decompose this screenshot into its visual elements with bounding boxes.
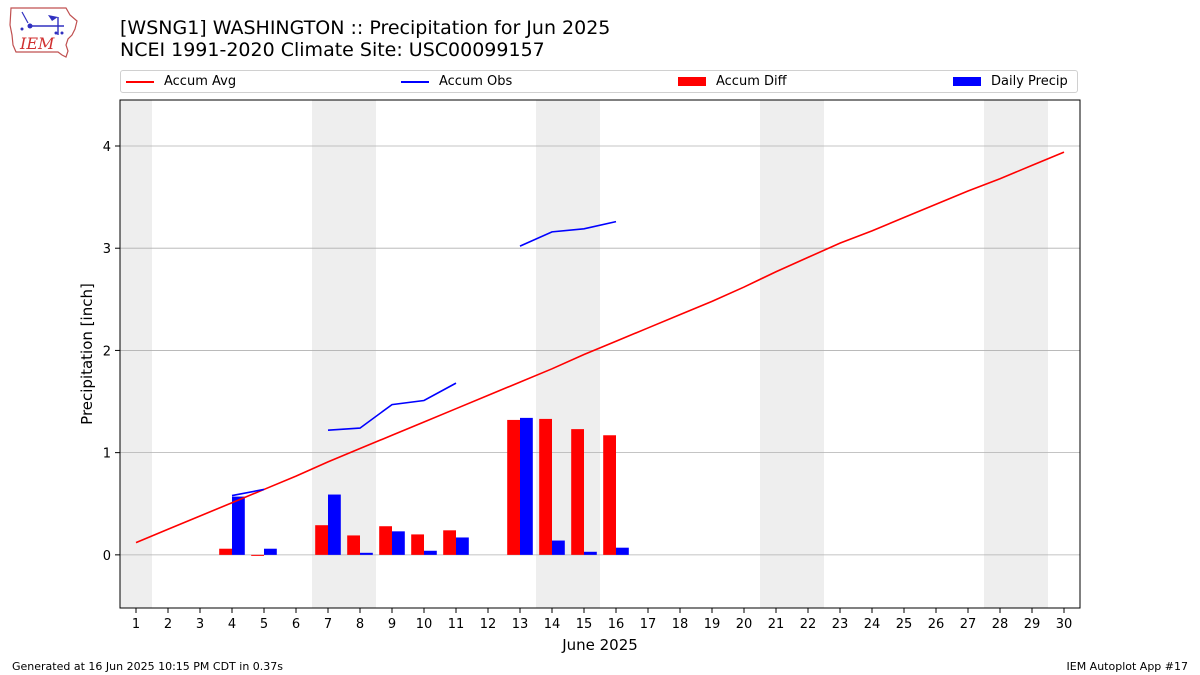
x-tick-label: 14	[544, 617, 561, 632]
chart-subtitle: NCEI 1991-2020 Climate Site: USC00099157	[120, 39, 545, 61]
daily-precip-bar	[520, 417, 533, 555]
daily-precip-bar	[552, 540, 565, 555]
weekend-band	[312, 100, 376, 608]
x-tick-label: 5	[260, 617, 268, 632]
y-axis-label: Precipitation [inch]	[78, 283, 96, 425]
x-tick-label: 7	[324, 617, 332, 632]
generated-timestamp: Generated at 16 Jun 2025 10:15 PM CDT in…	[12, 660, 284, 673]
daily-precip-bar	[616, 547, 629, 555]
y-tick-label: 4	[103, 140, 111, 155]
y-tick-label: 0	[103, 549, 111, 564]
x-tick-label: 12	[480, 617, 497, 632]
accum-diff-bar	[411, 534, 424, 555]
legend-swatch-accum-diff	[678, 77, 706, 86]
accum-diff-bar	[315, 525, 328, 555]
x-axis-label: June 2025	[561, 636, 638, 654]
daily-precip-bar	[328, 494, 341, 555]
accum-obs-line	[519, 220, 617, 247]
legend-item-accum-diff: Accum Diff	[678, 74, 787, 89]
accum-diff-bar	[507, 419, 520, 555]
legend-label-daily-precip: Daily Precip	[991, 74, 1068, 89]
weekend-shading	[120, 100, 1048, 608]
iem-logo: IEM	[8, 5, 80, 59]
daily-precip-bar	[456, 537, 469, 555]
x-tick-label: 8	[356, 617, 364, 632]
weekend-band	[984, 100, 1048, 608]
accum-obs-line	[327, 382, 457, 431]
x-tick-label: 21	[768, 617, 785, 632]
daily-precip-bar	[584, 551, 597, 555]
legend-swatch-accum-obs	[401, 80, 429, 83]
daily-precip-bar	[424, 550, 437, 555]
daily-precip-bar	[264, 548, 277, 555]
logo-text: IEM	[19, 34, 55, 53]
bars	[219, 417, 629, 556]
x-tick-label: 20	[736, 617, 753, 632]
x-tick-label: 15	[576, 617, 593, 632]
x-tick-label: 16	[608, 617, 625, 632]
y-tick-label: 2	[103, 344, 111, 359]
x-tick-label: 27	[960, 617, 977, 632]
accum-diff-bar	[347, 535, 360, 555]
x-tick-label: 1	[132, 617, 140, 632]
x-tick-label: 24	[864, 617, 881, 632]
y-tick-label: 1	[103, 447, 111, 462]
x-tick-label: 17	[640, 617, 657, 632]
legend-label-accum-diff: Accum Diff	[716, 74, 787, 89]
legend-item-daily-precip: Daily Precip	[953, 74, 1068, 89]
x-tick-label: 9	[388, 617, 396, 632]
weekend-band	[120, 100, 152, 608]
accum-diff-bar	[603, 435, 616, 555]
legend-label-accum-avg: Accum Avg	[164, 74, 237, 89]
x-tick-label: 18	[672, 617, 689, 632]
x-tick-label: 19	[704, 617, 721, 632]
x-tick-label: 30	[1056, 617, 1073, 632]
y-tick-label: 3	[103, 242, 111, 257]
legend-item-accum-obs: Accum Obs	[401, 74, 512, 89]
accum-obs-line	[231, 488, 265, 497]
legend-item-accum-avg: Accum Avg	[126, 74, 236, 89]
accum-diff-bar	[571, 429, 584, 555]
x-tick-label: 28	[992, 617, 1009, 632]
chart-title: [WSNG1] WASHINGTON :: Precipitation for …	[120, 17, 611, 39]
legend-label-accum-obs: Accum Obs	[439, 74, 513, 89]
accum-diff-bar	[379, 526, 392, 555]
x-tick-label: 2	[164, 617, 172, 632]
accum-diff-bar	[539, 418, 552, 555]
iem-iowa-logo-icon: IEM	[9, 7, 78, 58]
x-tick-label: 3	[196, 617, 204, 632]
x-tick-label: 23	[832, 617, 849, 632]
x-tick-label: 6	[292, 617, 300, 632]
accum-diff-bar	[443, 530, 456, 555]
lines	[135, 151, 1065, 544]
legend-swatch-daily-precip	[953, 77, 981, 86]
accum-diff-bar	[219, 548, 232, 555]
daily-precip-bar	[392, 531, 405, 555]
accum-avg-line	[135, 151, 1065, 544]
daily-precip-bar	[232, 496, 245, 555]
weekend-band	[760, 100, 824, 608]
gridlines	[120, 145, 1080, 556]
x-tick-label: 22	[800, 617, 817, 632]
accum-diff-bar	[251, 554, 264, 556]
plot-frame	[119, 99, 1081, 609]
x-tick-label: 11	[448, 617, 465, 632]
x-tick-label: 10	[416, 617, 433, 632]
legend-swatch-accum-avg	[126, 80, 154, 83]
x-tick-label: 26	[928, 617, 945, 632]
x-tick-label: 25	[896, 617, 913, 632]
x-tick-label: 13	[512, 617, 529, 632]
x-tick-label: 29	[1024, 617, 1041, 632]
daily-precip-bar	[360, 552, 373, 555]
chart-legend: Accum Avg Accum Obs Accum Diff Daily Pre…	[120, 70, 1078, 93]
x-tick-label: 4	[228, 617, 236, 632]
app-credit: IEM Autoplot App #17	[1066, 660, 1189, 673]
